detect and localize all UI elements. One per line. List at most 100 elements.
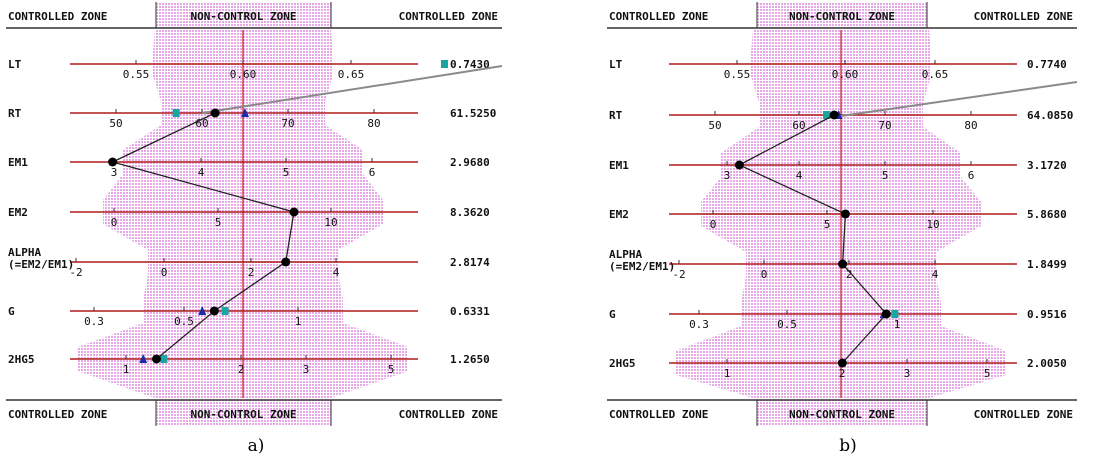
axis-name-alpha: ALPHA	[609, 248, 642, 261]
data-point	[210, 108, 220, 118]
tick-label-rt: 70	[878, 119, 891, 132]
tick-label-em2: 0	[710, 218, 717, 231]
extrapolation-line	[201, 65, 502, 114]
tick-label-em1: 6	[369, 166, 376, 179]
square-marker-g	[221, 307, 229, 315]
data-point	[881, 309, 891, 319]
tick-label-alpha: 4	[932, 268, 939, 281]
tick-label-g: 1	[894, 318, 901, 331]
axis-value-rt: 64.0850	[1027, 109, 1073, 122]
tick-label-em1: 6	[968, 169, 975, 182]
controlled-zone-label-right: CONTROLLED ZONE	[399, 408, 498, 421]
tick-label-alpha: 2	[248, 266, 255, 279]
controlled-zone-label-right: CONTROLLED ZONE	[974, 408, 1073, 421]
axis-name-g: G	[609, 308, 616, 321]
axis-name-lt: LT	[8, 58, 22, 71]
tick-label-lt: 0.60	[230, 68, 257, 81]
caption-b: b)	[839, 436, 857, 456]
noncontrol-zone-label: NON-CONTROL ZONE	[191, 408, 297, 421]
axis-name-alpha: ALPHA	[8, 246, 41, 259]
axis-value-em2: 8.3620	[450, 206, 490, 219]
tick-label-2hg5: 5	[388, 363, 395, 376]
axis-name-g: G	[8, 305, 15, 318]
data-point	[108, 157, 118, 167]
tick-label-lt: 0.65	[922, 68, 949, 81]
tick-label-em1: 5	[283, 166, 290, 179]
profile-line	[110, 112, 295, 360]
axis-value-lt: 0.7740	[1027, 58, 1067, 71]
axis-value-em2: 5.8680	[1027, 208, 1067, 221]
tick-label-em2: 5	[824, 218, 831, 231]
axis-value-2hg5: 2.0050	[1027, 357, 1067, 370]
axis-name-em1: EM1	[8, 156, 28, 169]
controlled-zone-label-left: CONTROLLED ZONE	[8, 408, 107, 421]
triangle-marker-rt	[241, 108, 249, 117]
profile-line	[737, 114, 888, 364]
tick-label-g: 0.5	[174, 315, 194, 328]
tick-label-alpha: 4	[333, 266, 340, 279]
tick-label-rt: 70	[281, 117, 294, 130]
data-point	[838, 259, 848, 269]
controlled-zone-label-left: CONTROLLED ZONE	[8, 10, 107, 23]
data-point	[289, 207, 299, 217]
tick-label-lt: 0.55	[724, 68, 751, 81]
controlled-zone-label-right: CONTROLLED ZONE	[399, 10, 498, 23]
tick-label-alpha: 0	[161, 266, 168, 279]
square-marker-rt	[172, 109, 180, 117]
tick-label-2hg5: 2	[839, 367, 846, 380]
controlled-zone-label-left: CONTROLLED ZONE	[609, 10, 708, 23]
noncontrol-zone-header-bg	[757, 2, 927, 28]
data-point	[209, 306, 219, 316]
tick-label-em1: 4	[796, 169, 803, 182]
tick-label-g: 0.3	[689, 318, 709, 331]
data-point	[151, 354, 161, 364]
tick-label-alpha: 2	[846, 268, 853, 281]
tick-label-em1: 5	[882, 169, 889, 182]
square-marker-g	[891, 310, 899, 318]
noncontrol-zone-label: NON-CONTROL ZONE	[789, 408, 895, 421]
controlled-zone-label-right: CONTROLLED ZONE	[974, 10, 1073, 23]
axis-value-lt: 0.7430	[450, 58, 490, 71]
tick-label-em1: 3	[724, 169, 731, 182]
nomogram-panel-b: CONTROLLED ZONE NON-CONTROL ZONE CONTROLLE…	[607, 0, 1077, 432]
triangle-marker-2hg5	[139, 354, 148, 363]
axis-value-rt: 61.5250	[450, 107, 496, 120]
data-point	[837, 358, 847, 368]
caption-a: a)	[247, 436, 265, 456]
tick-label-rt: 50	[708, 119, 721, 132]
axis-name-lt: LT	[609, 58, 623, 71]
axis-value-g: 0.6331	[450, 305, 490, 318]
data-point	[829, 110, 839, 120]
tick-label-em1: 4	[198, 166, 205, 179]
axis-name-em1: EM1	[609, 159, 629, 172]
tick-label-rt: 80	[367, 117, 380, 130]
nomogram-chart-a: CONTROLLED ZONE NON-CONTROL ZONE CONTROLLE…	[6, 2, 502, 426]
tick-label-lt: 0.60	[832, 68, 859, 81]
axis-value-alpha: 2.8174	[450, 256, 490, 269]
tick-label-alpha: 0	[761, 268, 768, 281]
axis-name-em2: EM2	[8, 206, 28, 219]
tick-label-2hg5: 1	[724, 367, 731, 380]
axis-value-g: 0.9516	[1027, 308, 1067, 321]
axis-name-2hg5: 2HG5	[8, 353, 35, 366]
tick-label-em2: 10	[324, 216, 337, 229]
tick-label-g: 0.3	[84, 315, 104, 328]
noncontrol-zone-label: NON-CONTROL ZONE	[789, 10, 895, 23]
axis-value-em1: 3.1720	[1027, 159, 1067, 172]
tick-label-rt: 50	[109, 117, 122, 130]
square-marker-2hg5	[160, 355, 168, 363]
tick-label-2hg5: 3	[904, 367, 911, 380]
axis-value-em1: 2.9680	[450, 156, 490, 169]
tick-label-em1: 3	[111, 166, 118, 179]
axis-name-rt: RT	[8, 107, 22, 120]
axis-name-2hg5: 2HG5	[609, 357, 636, 370]
axis-name-alpha-sub: (=EM2/EM1)	[609, 260, 675, 273]
tick-label-alpha: -2	[69, 266, 82, 279]
data-point	[734, 160, 744, 170]
axis-name-rt: RT	[609, 109, 623, 122]
axis-name-em2: EM2	[609, 208, 629, 221]
nomogram-panel-a: CONTROLLED ZONE NON-CONTROL ZONE CONTROLLE…	[6, 0, 502, 432]
axis-value-alpha: 1.8499	[1027, 258, 1067, 271]
data-point	[281, 257, 291, 267]
noncontrol-zone-label: NON-CONTROL ZONE	[191, 10, 297, 23]
